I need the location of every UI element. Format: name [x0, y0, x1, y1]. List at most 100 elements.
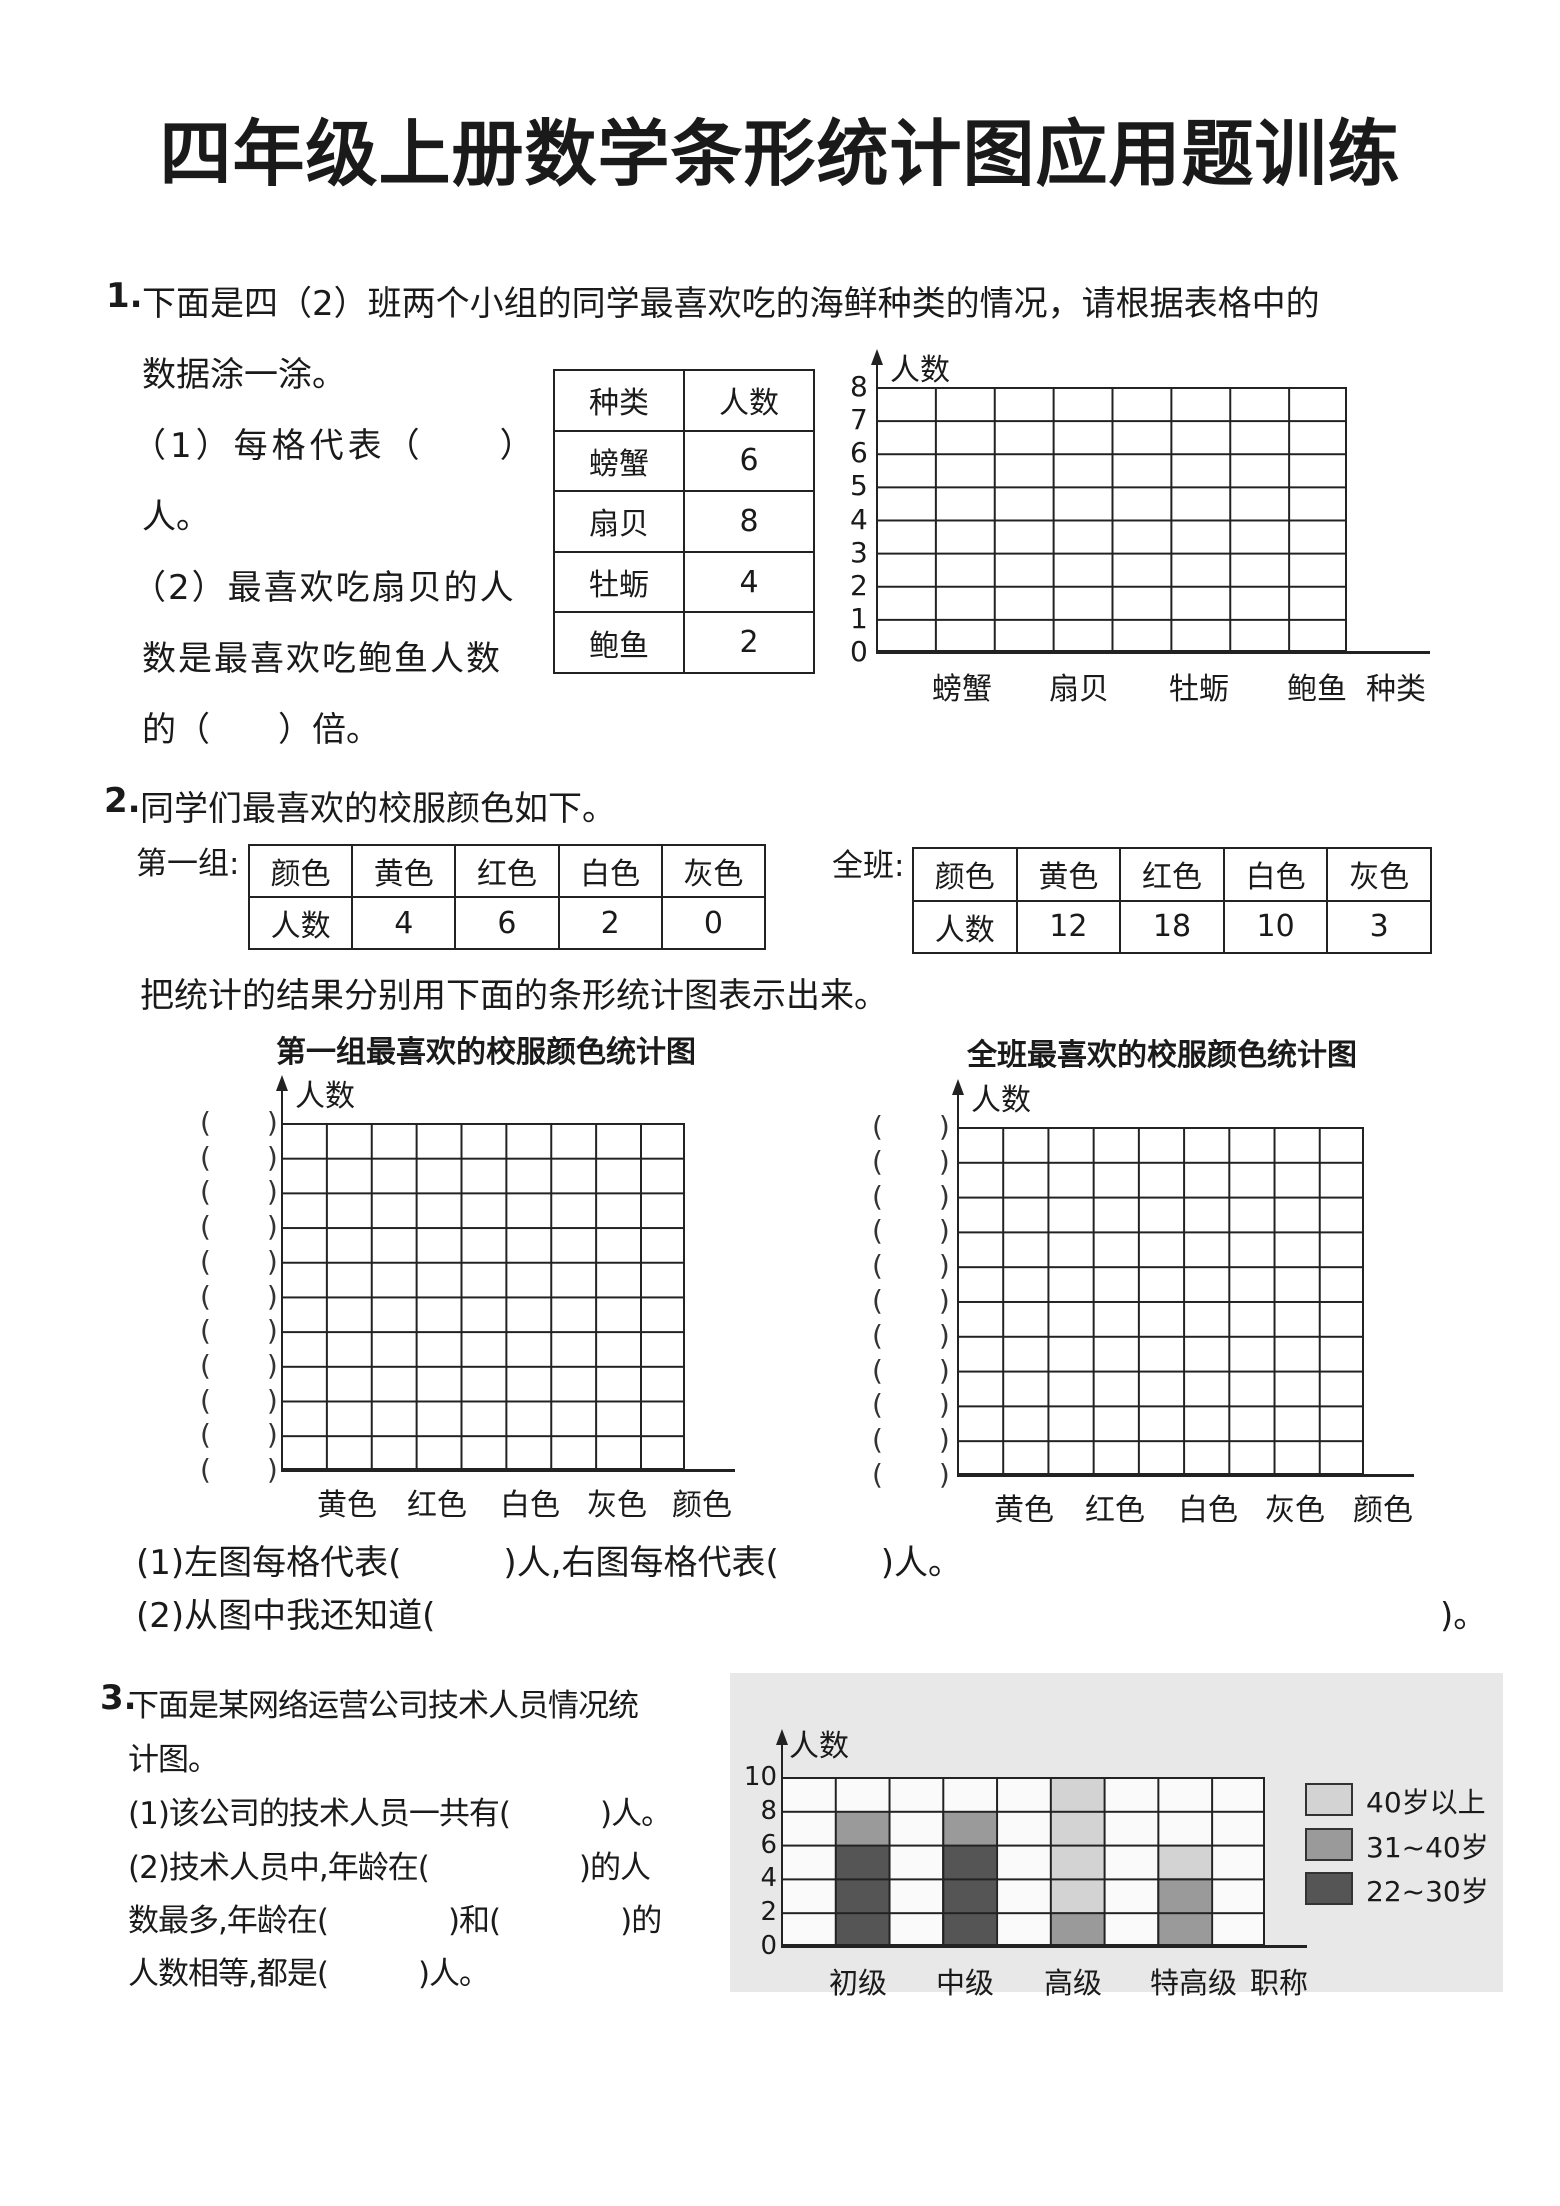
x-tick-label: 螃蟹	[932, 672, 992, 707]
q2-sub2: (2)从图中我还知道(	[136, 1596, 436, 1636]
legend-swatch	[1305, 1872, 1353, 1905]
y-tick-blank: ( )	[872, 1318, 950, 1352]
x-axis	[876, 651, 1430, 654]
y-tick-label: 6	[850, 436, 868, 470]
x-axis-label: 种类	[1366, 672, 1426, 707]
group-label: 第一组:	[136, 846, 240, 882]
q1-line: 数是最喜欢吃鲍鱼人数	[142, 639, 502, 679]
y-tick-label: 8	[850, 370, 868, 403]
table-header: 种类	[553, 369, 685, 432]
question-1-number: 1.	[106, 276, 143, 316]
x-tick-label: 牡蛎	[1169, 672, 1229, 707]
table-cell: 2	[557, 896, 663, 950]
y-axis	[281, 1083, 283, 1470]
q3-line: 人数相等,都是( )人。	[128, 1956, 490, 1992]
y-axis-arrow-icon	[952, 1079, 964, 1095]
x-tick-label: 特高级	[1150, 1966, 1238, 2000]
x-axis-label: 颜色	[672, 1488, 732, 1523]
y-axis	[957, 1087, 959, 1475]
q2-intro: 同学们最喜欢的校服颜色如下。	[140, 789, 616, 829]
chart-grid	[281, 1123, 685, 1470]
x-axis-label: 颜色	[1353, 1493, 1413, 1528]
y-tick-label: 1	[850, 601, 868, 635]
y-tick-blank: ( )	[872, 1214, 950, 1248]
y-axis-label: 人数	[789, 1729, 849, 1764]
y-axis-label: 人数	[295, 1079, 355, 1114]
x-tick-label: 白色	[1178, 1493, 1238, 1528]
y-tick-label: 10	[743, 1762, 777, 1792]
y-tick-blank: ( )	[872, 1423, 950, 1457]
left-chart-title: 第一组最喜欢的校服颜色统计图	[276, 1035, 696, 1070]
table-cell: 2	[683, 611, 815, 674]
table-cell: 18	[1119, 899, 1225, 954]
table-header: 白色	[557, 844, 663, 898]
y-tick-blank: ( )	[200, 1279, 278, 1313]
y-tick-blank: ( )	[872, 1110, 950, 1143]
y-tick-label: 4	[850, 502, 868, 536]
y-tick-label: 8	[760, 1795, 777, 1826]
y-tick-label: 2	[850, 568, 868, 602]
table-cell: 8	[683, 490, 815, 553]
q3-line: 计图。	[128, 1742, 219, 1778]
y-tick-blank: ( )	[200, 1106, 278, 1139]
y-tick-label: 2	[760, 1897, 777, 1928]
y-axis	[781, 1737, 783, 1946]
y-tick-blank: ( )	[872, 1458, 950, 1491]
y-tick-label: 7	[850, 403, 868, 437]
page-title: 四年级上册数学条形统计图应用题训练	[159, 112, 1401, 196]
table-cell: 鲍鱼	[553, 611, 685, 674]
table-header: 白色	[1222, 847, 1329, 902]
table-header: 人数	[683, 369, 815, 432]
table-header: 颜色	[247, 844, 354, 898]
right-chart-title: 全班最喜欢的校服颜色统计图	[967, 1038, 1357, 1073]
x-tick-label: 中级	[936, 1966, 995, 2000]
legend-swatch	[1305, 1783, 1353, 1816]
table-header: 灰色	[660, 844, 767, 898]
legend-label: 31~40岁	[1366, 1831, 1489, 1864]
y-tick-blank: ( )	[872, 1284, 950, 1317]
x-axis	[957, 1474, 1414, 1477]
table-cell: 人数	[912, 899, 1018, 954]
table-cell: 4	[351, 896, 457, 950]
chart-grid	[781, 1777, 1265, 1946]
q2-sub2-end: )。	[1440, 1596, 1488, 1636]
table-cell: 0	[660, 896, 767, 950]
y-tick-blank: ( )	[200, 1314, 278, 1348]
x-axis	[281, 1469, 735, 1472]
y-tick-blank: ( )	[200, 1175, 278, 1209]
x-tick-label: 灰色	[587, 1488, 647, 1523]
y-tick-blank: ( )	[200, 1244, 278, 1278]
y-tick-label: 4	[760, 1863, 777, 1894]
x-tick-label: 扇贝	[1049, 672, 1109, 707]
x-tick-label: 初级	[829, 1966, 888, 2000]
table-header: 黄色	[1015, 847, 1122, 902]
table-cell: 10	[1222, 899, 1329, 954]
x-tick-label: 鲍鱼	[1287, 672, 1347, 707]
x-axis-label: 职称	[1250, 1966, 1309, 2000]
table-header: 红色	[1119, 847, 1225, 902]
y-tick-blank: ( )	[872, 1249, 950, 1283]
x-tick-label: 黄色	[994, 1493, 1054, 1528]
y-axis-label: 人数	[890, 353, 950, 388]
y-tick-blank: ( )	[872, 1353, 950, 1387]
y-axis-arrow-icon	[276, 1075, 288, 1091]
q1-line: 下面是四（2）班两个小组的同学最喜欢吃的海鲜种类的情况，请根据表格中的	[142, 284, 1320, 324]
legend-label: 22~30岁	[1366, 1875, 1489, 1908]
y-tick-blank: ( )	[200, 1348, 278, 1382]
q1-line: 数据涂一涂。	[142, 355, 346, 395]
question-3-number: 3.	[100, 1678, 137, 1718]
legend-label: 40岁以上	[1366, 1786, 1486, 1819]
table-header: 黄色	[351, 844, 457, 898]
q1-line: 人。	[142, 497, 210, 537]
table-header: 红色	[454, 844, 560, 898]
y-tick-blank: ( )	[872, 1144, 950, 1178]
class-label: 全班:	[832, 848, 905, 884]
table-header: 灰色	[1326, 847, 1432, 902]
x-tick-label: 黄色	[317, 1488, 377, 1523]
table-cell: 扇贝	[553, 490, 685, 553]
x-tick-label: 红色	[1085, 1493, 1145, 1528]
table-cell: 6	[683, 429, 815, 493]
q1-sub2: （2）最喜欢吃扇贝的人	[132, 568, 516, 608]
y-tick-blank: ( )	[200, 1140, 278, 1174]
table-cell: 12	[1015, 899, 1122, 954]
